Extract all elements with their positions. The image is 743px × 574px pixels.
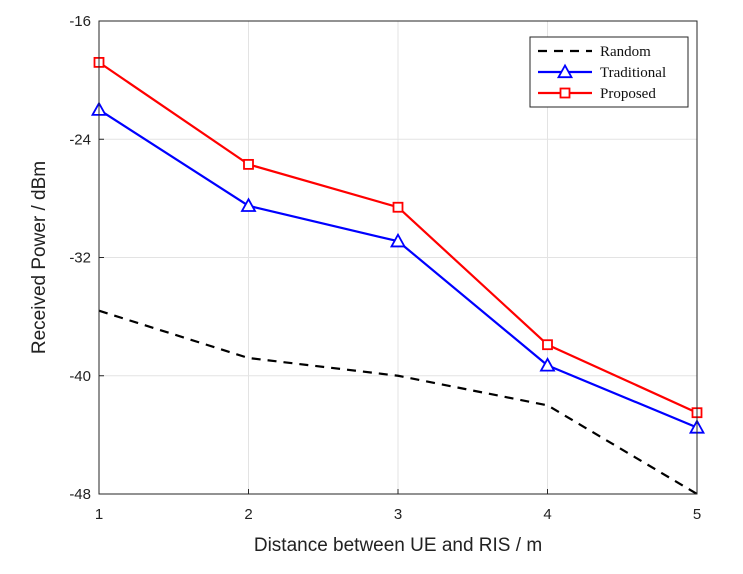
y-axis-label: Received Power / dBm [29,161,50,354]
y-tick-label: -16 [69,13,91,30]
y-tick-label: -32 [69,250,91,267]
legend-item-random: Random [538,44,651,60]
x-tick-label: 5 [693,506,701,523]
legend-label: Traditional [600,65,666,81]
legend-item-proposed: Proposed [538,86,656,102]
triangle-marker [556,63,574,79]
x-tick-label: 3 [394,506,402,523]
triangle-marker [539,357,556,372]
series-line [98,309,698,495]
x-tick-label: 1 [95,506,103,523]
y-tick-label: -40 [69,368,91,385]
triangle-marker [240,197,257,212]
legend: Random Traditional Proposed [529,36,689,108]
square-marker [559,87,571,99]
triangle-marker [389,232,407,248]
y-tick-label: -24 [69,131,91,148]
x-tick-label: 2 [244,506,252,523]
legend-label: Random [600,44,651,60]
square-marker [542,339,553,351]
x-tick-label: 4 [543,506,551,523]
x-axis-label: Distance between UE and RIS / m [254,535,542,556]
legend-item-traditional: Traditional [538,63,666,81]
y-tick-label: -48 [69,486,91,503]
legend-label: Proposed [600,86,656,102]
series-random [98,309,698,495]
tick-labels: 1 2 3 4 5 -16 -24 -32 -40 -48 [69,13,701,523]
square-marker [243,158,254,170]
square-marker [392,201,404,213]
